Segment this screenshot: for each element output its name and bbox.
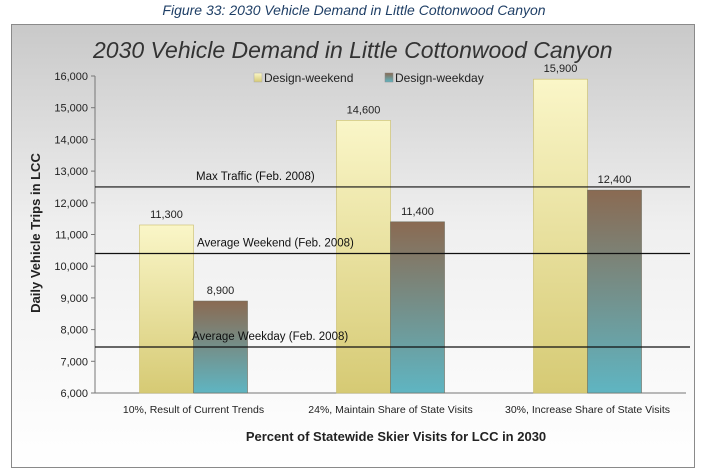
reference-line-label: Average Weekday (Feb. 2008) bbox=[192, 331, 348, 343]
y-tick-label: 11,000 bbox=[55, 230, 88, 242]
bar-design-weekend bbox=[533, 78, 588, 394]
data-label-weekday: 11,400 bbox=[401, 206, 434, 218]
y-tick-label: 7,000 bbox=[60, 356, 88, 368]
bar-design-weekday bbox=[587, 189, 642, 394]
x-axis-title: Percent of Statewide Skier Visits for LC… bbox=[246, 429, 546, 444]
y-tick-label: 9,000 bbox=[60, 293, 88, 305]
x-category-label: 30%, Increase Share of State Visits bbox=[505, 404, 670, 416]
legend-swatch-weekend bbox=[253, 72, 263, 83]
data-label-weekend: 15,900 bbox=[544, 63, 578, 75]
y-tick-label: 10,000 bbox=[54, 261, 88, 273]
data-label-weekend: 11,300 bbox=[150, 209, 183, 221]
x-category-label: 10%, Result of Current Trends bbox=[123, 404, 264, 416]
legend-label-weekend: Design-weekend bbox=[264, 71, 353, 85]
y-tick-label: 12,000 bbox=[54, 198, 88, 210]
reference-line-label: Max Traffic (Feb. 2008) bbox=[196, 171, 315, 183]
figure-caption: Figure 33: 2030 Vehicle Demand in Little… bbox=[162, 2, 546, 18]
bar-design-weekend bbox=[336, 120, 391, 394]
x-category-label: 24%, Maintain Share of State Visits bbox=[308, 404, 472, 416]
bar-design-weekday bbox=[390, 221, 445, 394]
y-tick-label: 16,000 bbox=[54, 71, 88, 83]
reference-line-label: Average Weekend (Feb. 2008) bbox=[197, 238, 354, 250]
y-tick-label: 14,000 bbox=[54, 134, 88, 146]
data-label-weekday: 8,900 bbox=[207, 285, 235, 297]
legend-swatch-weekday bbox=[384, 72, 394, 83]
y-tick-label: 8,000 bbox=[60, 325, 88, 337]
legend-label-weekday: Design-weekday bbox=[395, 71, 484, 85]
data-label-weekday: 12,400 bbox=[598, 174, 632, 186]
y-tick-label: 13,000 bbox=[54, 166, 88, 178]
chart-title: 2030 Vehicle Demand in Little Cottonwood… bbox=[92, 37, 613, 63]
y-tick-label: 6,000 bbox=[60, 388, 88, 400]
bar-design-weekend bbox=[139, 224, 194, 394]
data-label-weekend: 14,600 bbox=[347, 104, 381, 116]
y-axis-title: Daily Vehicle Trips in LCC bbox=[28, 153, 43, 313]
y-tick-label: 15,000 bbox=[54, 103, 88, 115]
